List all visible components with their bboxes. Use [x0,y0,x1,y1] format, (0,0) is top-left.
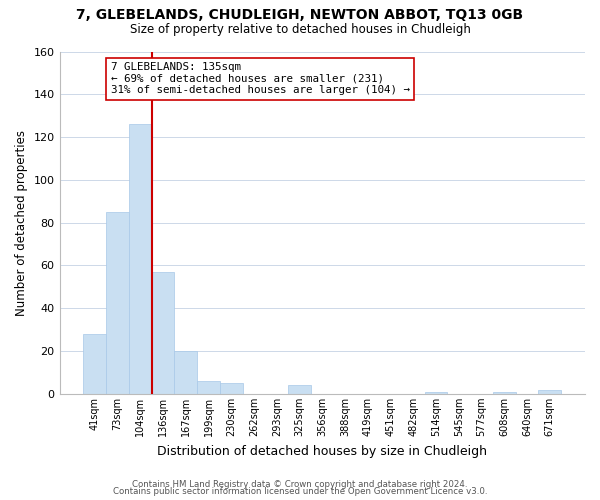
Y-axis label: Number of detached properties: Number of detached properties [15,130,28,316]
Text: 7 GLEBELANDS: 135sqm
← 69% of detached houses are smaller (231)
31% of semi-deta: 7 GLEBELANDS: 135sqm ← 69% of detached h… [111,62,410,96]
Bar [129,124,152,394]
Bar [152,272,175,394]
Bar [220,383,242,394]
Bar [425,392,448,394]
Text: Contains HM Land Registry data © Crown copyright and database right 2024.: Contains HM Land Registry data © Crown c… [132,480,468,489]
Bar [538,390,561,394]
Bar [493,392,515,394]
Text: 7, GLEBELANDS, CHUDLEIGH, NEWTON ABBOT, TQ13 0GB: 7, GLEBELANDS, CHUDLEIGH, NEWTON ABBOT, … [76,8,524,22]
Bar [83,334,106,394]
Text: Contains public sector information licensed under the Open Government Licence v3: Contains public sector information licen… [113,487,487,496]
Bar [106,212,129,394]
Bar [175,351,197,394]
Text: Size of property relative to detached houses in Chudleigh: Size of property relative to detached ho… [130,22,470,36]
Bar [288,386,311,394]
X-axis label: Distribution of detached houses by size in Chudleigh: Distribution of detached houses by size … [157,444,487,458]
Bar [197,381,220,394]
